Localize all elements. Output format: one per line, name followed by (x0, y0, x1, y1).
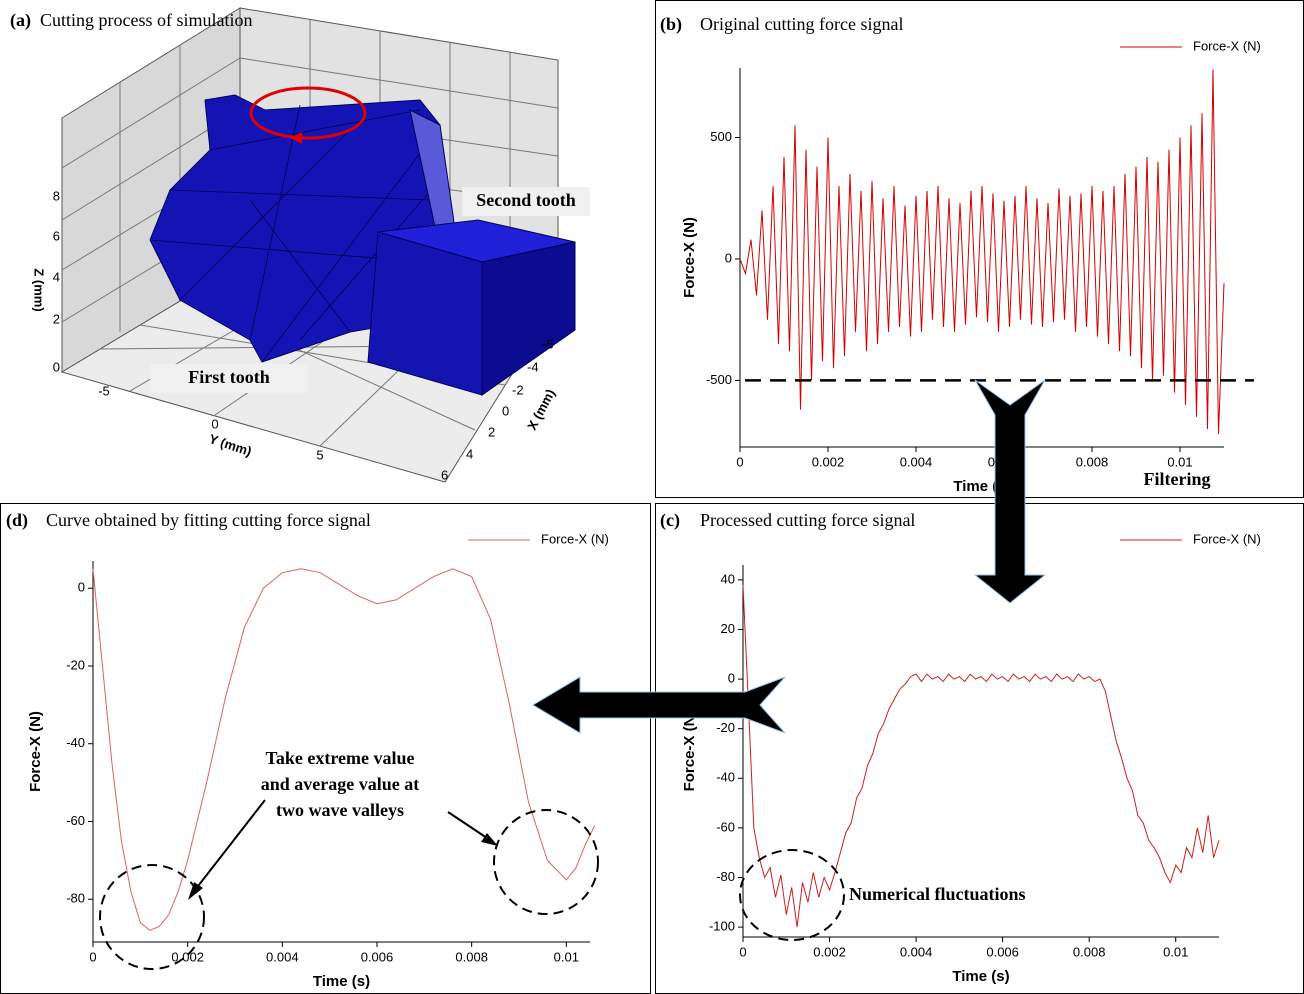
y-tick-label: -60 (66, 813, 85, 828)
annotation: and average value at (261, 774, 419, 794)
x-tick-label: 0.002 (813, 944, 846, 959)
z-tick-label: 4 (53, 269, 60, 284)
tooth-label: First tooth (188, 367, 269, 387)
figure: Second tooth First tooth 0 2 4 6 8 Z (mm… (0, 0, 1304, 994)
y-tick-label: -80 (66, 891, 85, 906)
x-axis-label: X (mm) (524, 387, 558, 433)
y-tick-label: 500 (710, 129, 732, 144)
y-tick-label: -60 (716, 819, 735, 834)
y-tick-label: -40 (66, 735, 85, 750)
y-tick-label: -20 (716, 720, 735, 735)
tooth-label: Second tooth (476, 190, 576, 210)
y-tick-label: 0 (725, 250, 732, 265)
y-tick-label: 5 (316, 447, 323, 462)
panel-tag: (c) (660, 510, 680, 531)
y-tick-label: 0 (211, 416, 218, 431)
series-line (743, 585, 1219, 927)
z-tick-label: 8 (53, 188, 60, 203)
page: {"illustration": {"panel": "(a)", "title… (0, 0, 1304, 994)
x-tick-label: 0.01 (554, 949, 579, 964)
x-tick-label: 0.008 (1076, 454, 1109, 469)
x-tick-label: 0.002 (812, 454, 845, 469)
annotation: two wave valleys (276, 800, 404, 820)
y-tick-label: 20 (721, 621, 735, 636)
panel-title: Curve obtained by fitting cutting force … (46, 510, 371, 530)
pointer (448, 812, 490, 840)
y-tick-label: -500 (706, 372, 732, 387)
x-tick-label: 0.004 (900, 454, 933, 469)
y-tick-label: 0 (728, 671, 735, 686)
y-tick-label: 0 (78, 580, 85, 595)
y-tick-label: 40 (721, 571, 735, 586)
y-axis-label: Force-X (N) (681, 711, 698, 792)
x-tick-label: 0 (736, 454, 743, 469)
y-tick-label: -20 (66, 657, 85, 672)
panel-title: Processed cutting force signal (700, 510, 915, 530)
panel-title: Original cutting force signal (700, 14, 903, 34)
x-tick-label: 0 (502, 403, 509, 418)
x-tick-label: 0.004 (900, 944, 933, 959)
panel-title: Cutting process of simulation (40, 10, 252, 30)
x-tick-label: 2 (488, 424, 495, 439)
annotation: Numerical fluctuations (849, 884, 1025, 904)
y-axis-label: Y (mm) (207, 431, 253, 459)
legend-label: Force-X (N) (1193, 531, 1261, 546)
y-axis-label: Force-X (N) (27, 711, 44, 792)
x-tick-label: 0.01 (1163, 944, 1188, 959)
y-tick-label: -5 (98, 383, 110, 398)
x-tick-label: 0 (739, 944, 746, 959)
z-tick-label: 2 (53, 311, 60, 326)
x-axis-label: Time (s) (313, 973, 370, 990)
highlight-circle (100, 865, 204, 969)
highlight-circle (740, 850, 844, 940)
x-tick-label: 0.008 (1073, 944, 1106, 959)
x-tick-label: 0.008 (455, 949, 488, 964)
x-tick-label: -4 (527, 359, 539, 374)
y-axis-label: Force-X (N) (681, 217, 698, 298)
x-axis-label: Time (s) (952, 968, 1009, 985)
pointer (195, 800, 265, 890)
y-tick-label: -100 (709, 919, 735, 934)
x-tick-label: 0.004 (266, 949, 299, 964)
panel-tag: (a) (10, 10, 31, 31)
x-tick-label: 6 (441, 467, 448, 482)
x-tick-label: 0.006 (986, 944, 1019, 959)
z-tick-label: 0 (53, 359, 60, 374)
x-tick-label: 0.006 (361, 949, 394, 964)
z-axis-label: Z (mm) (32, 268, 47, 311)
x-tick-label: 0 (89, 949, 96, 964)
x-tick-label: -6 (542, 336, 554, 351)
legend-label: Force-X (N) (1193, 38, 1261, 53)
x-tick-label: 0.01 (1167, 454, 1192, 469)
simulation-illustration: Second tooth First tooth 0 2 4 6 8 Z (mm… (10, 8, 590, 482)
annotation: Filtering (1144, 469, 1211, 489)
y-tick-label: -40 (716, 770, 735, 785)
legend-label: Force-X (N) (541, 531, 609, 546)
panel-tag: (d) (6, 510, 28, 531)
highlight-circle (494, 810, 598, 914)
panel-tag: (b) (660, 14, 682, 35)
z-tick-label: 6 (53, 228, 60, 243)
x-tick-label: -2 (512, 382, 524, 397)
x-tick-label: 4 (466, 446, 473, 461)
annotation: Take extreme value (266, 748, 415, 768)
y-tick-label: -80 (716, 869, 735, 884)
